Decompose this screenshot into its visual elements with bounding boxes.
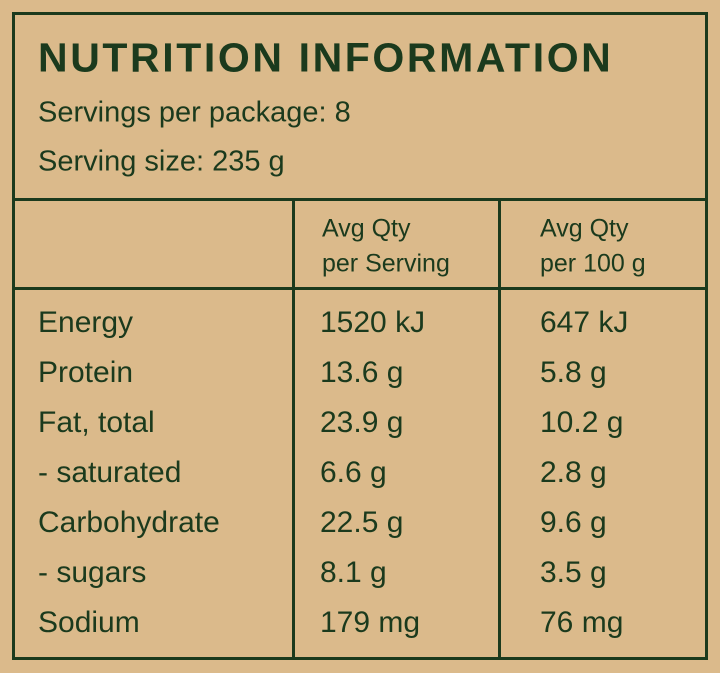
servings-per-package: Servings per package: 8 <box>38 96 351 129</box>
nutrient-value: 179 mg <box>320 606 421 639</box>
nutrient-value: 2.8 g <box>540 456 607 489</box>
nutrient-name: Carbohydrate <box>38 506 220 539</box>
nutrient-name: - saturated <box>38 456 182 489</box>
column-divider <box>292 199 295 657</box>
divider <box>12 287 708 290</box>
nutrient-name: Sodium <box>38 606 140 639</box>
nutrient-value: 3.5 g <box>540 556 607 589</box>
nutrient-name: - sugars <box>38 556 147 589</box>
nutrient-value: 22.5 g <box>320 506 404 539</box>
nutrient-value: 9.6 g <box>540 506 607 539</box>
column-header: per 100 g <box>540 249 646 278</box>
nutrient-value: 5.8 g <box>540 356 607 389</box>
column-divider <box>498 199 501 657</box>
serving-size: Serving size: 235 g <box>38 145 285 178</box>
column-header: per Serving <box>322 249 450 278</box>
nutrient-value: 6.6 g <box>320 456 387 489</box>
column-header: Avg Qty <box>322 214 411 243</box>
nutrient-name: Protein <box>38 356 134 389</box>
panel-border <box>12 12 708 660</box>
nutrient-value: 647 kJ <box>540 306 629 339</box>
title: NUTRITION INFORMATION <box>38 34 614 81</box>
nutrient-value: 76 mg <box>540 606 624 639</box>
nutrient-value: 1520 kJ <box>320 306 426 339</box>
nutrient-name: Fat, total <box>38 406 155 439</box>
nutrient-value: 23.9 g <box>320 406 404 439</box>
nutrient-name: Energy <box>38 306 134 339</box>
column-header: Avg Qty <box>540 214 629 243</box>
nutrient-value: 8.1 g <box>320 556 387 589</box>
divider <box>12 198 708 201</box>
nutrient-value: 13.6 g <box>320 356 404 389</box>
nutrient-value: 10.2 g <box>540 406 624 439</box>
